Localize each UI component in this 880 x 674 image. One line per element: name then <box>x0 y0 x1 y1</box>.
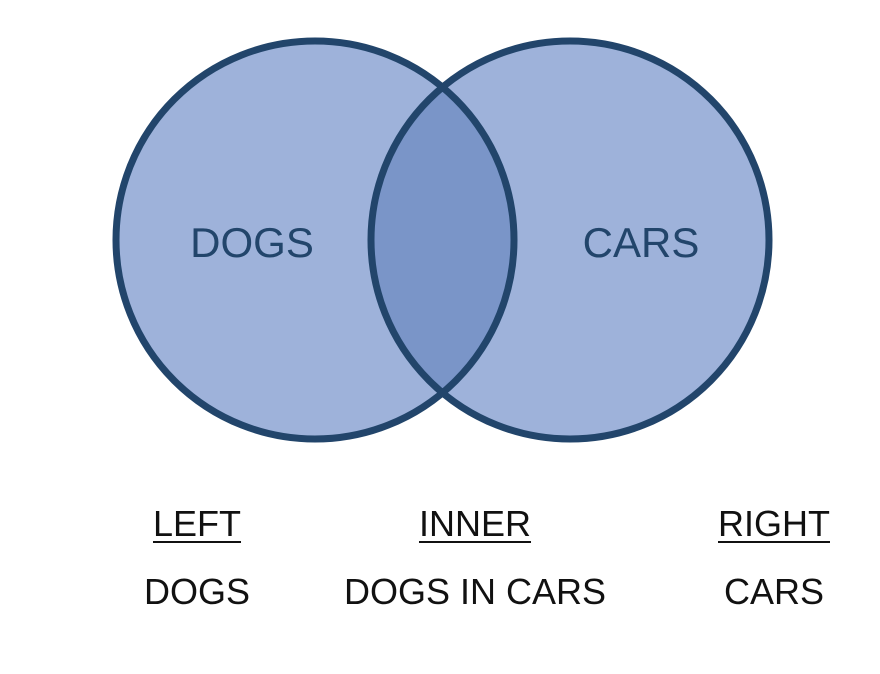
legend-right: RIGHT CARS <box>718 500 830 616</box>
legend-left: LEFT DOGS <box>144 500 250 616</box>
intersection-region <box>371 41 514 439</box>
legend-inner-heading: INNER <box>418 503 532 544</box>
left-circle-outline <box>112 37 518 443</box>
legend-inner-value: DOGS IN CARS <box>343 571 607 612</box>
legend-right-value: CARS <box>723 571 825 612</box>
left-circle-label: DOGS <box>190 219 314 266</box>
right-circle-outline <box>367 37 773 443</box>
legend-left-heading: LEFT <box>152 503 242 544</box>
legend-right-heading: RIGHT <box>718 503 830 544</box>
venn-diagram: DOGS CARS <box>112 37 773 443</box>
right-circle-label: CARS <box>583 219 700 266</box>
legend-left-value: DOGS <box>143 571 251 612</box>
legend-inner: INNER DOGS IN CARS <box>344 500 606 616</box>
